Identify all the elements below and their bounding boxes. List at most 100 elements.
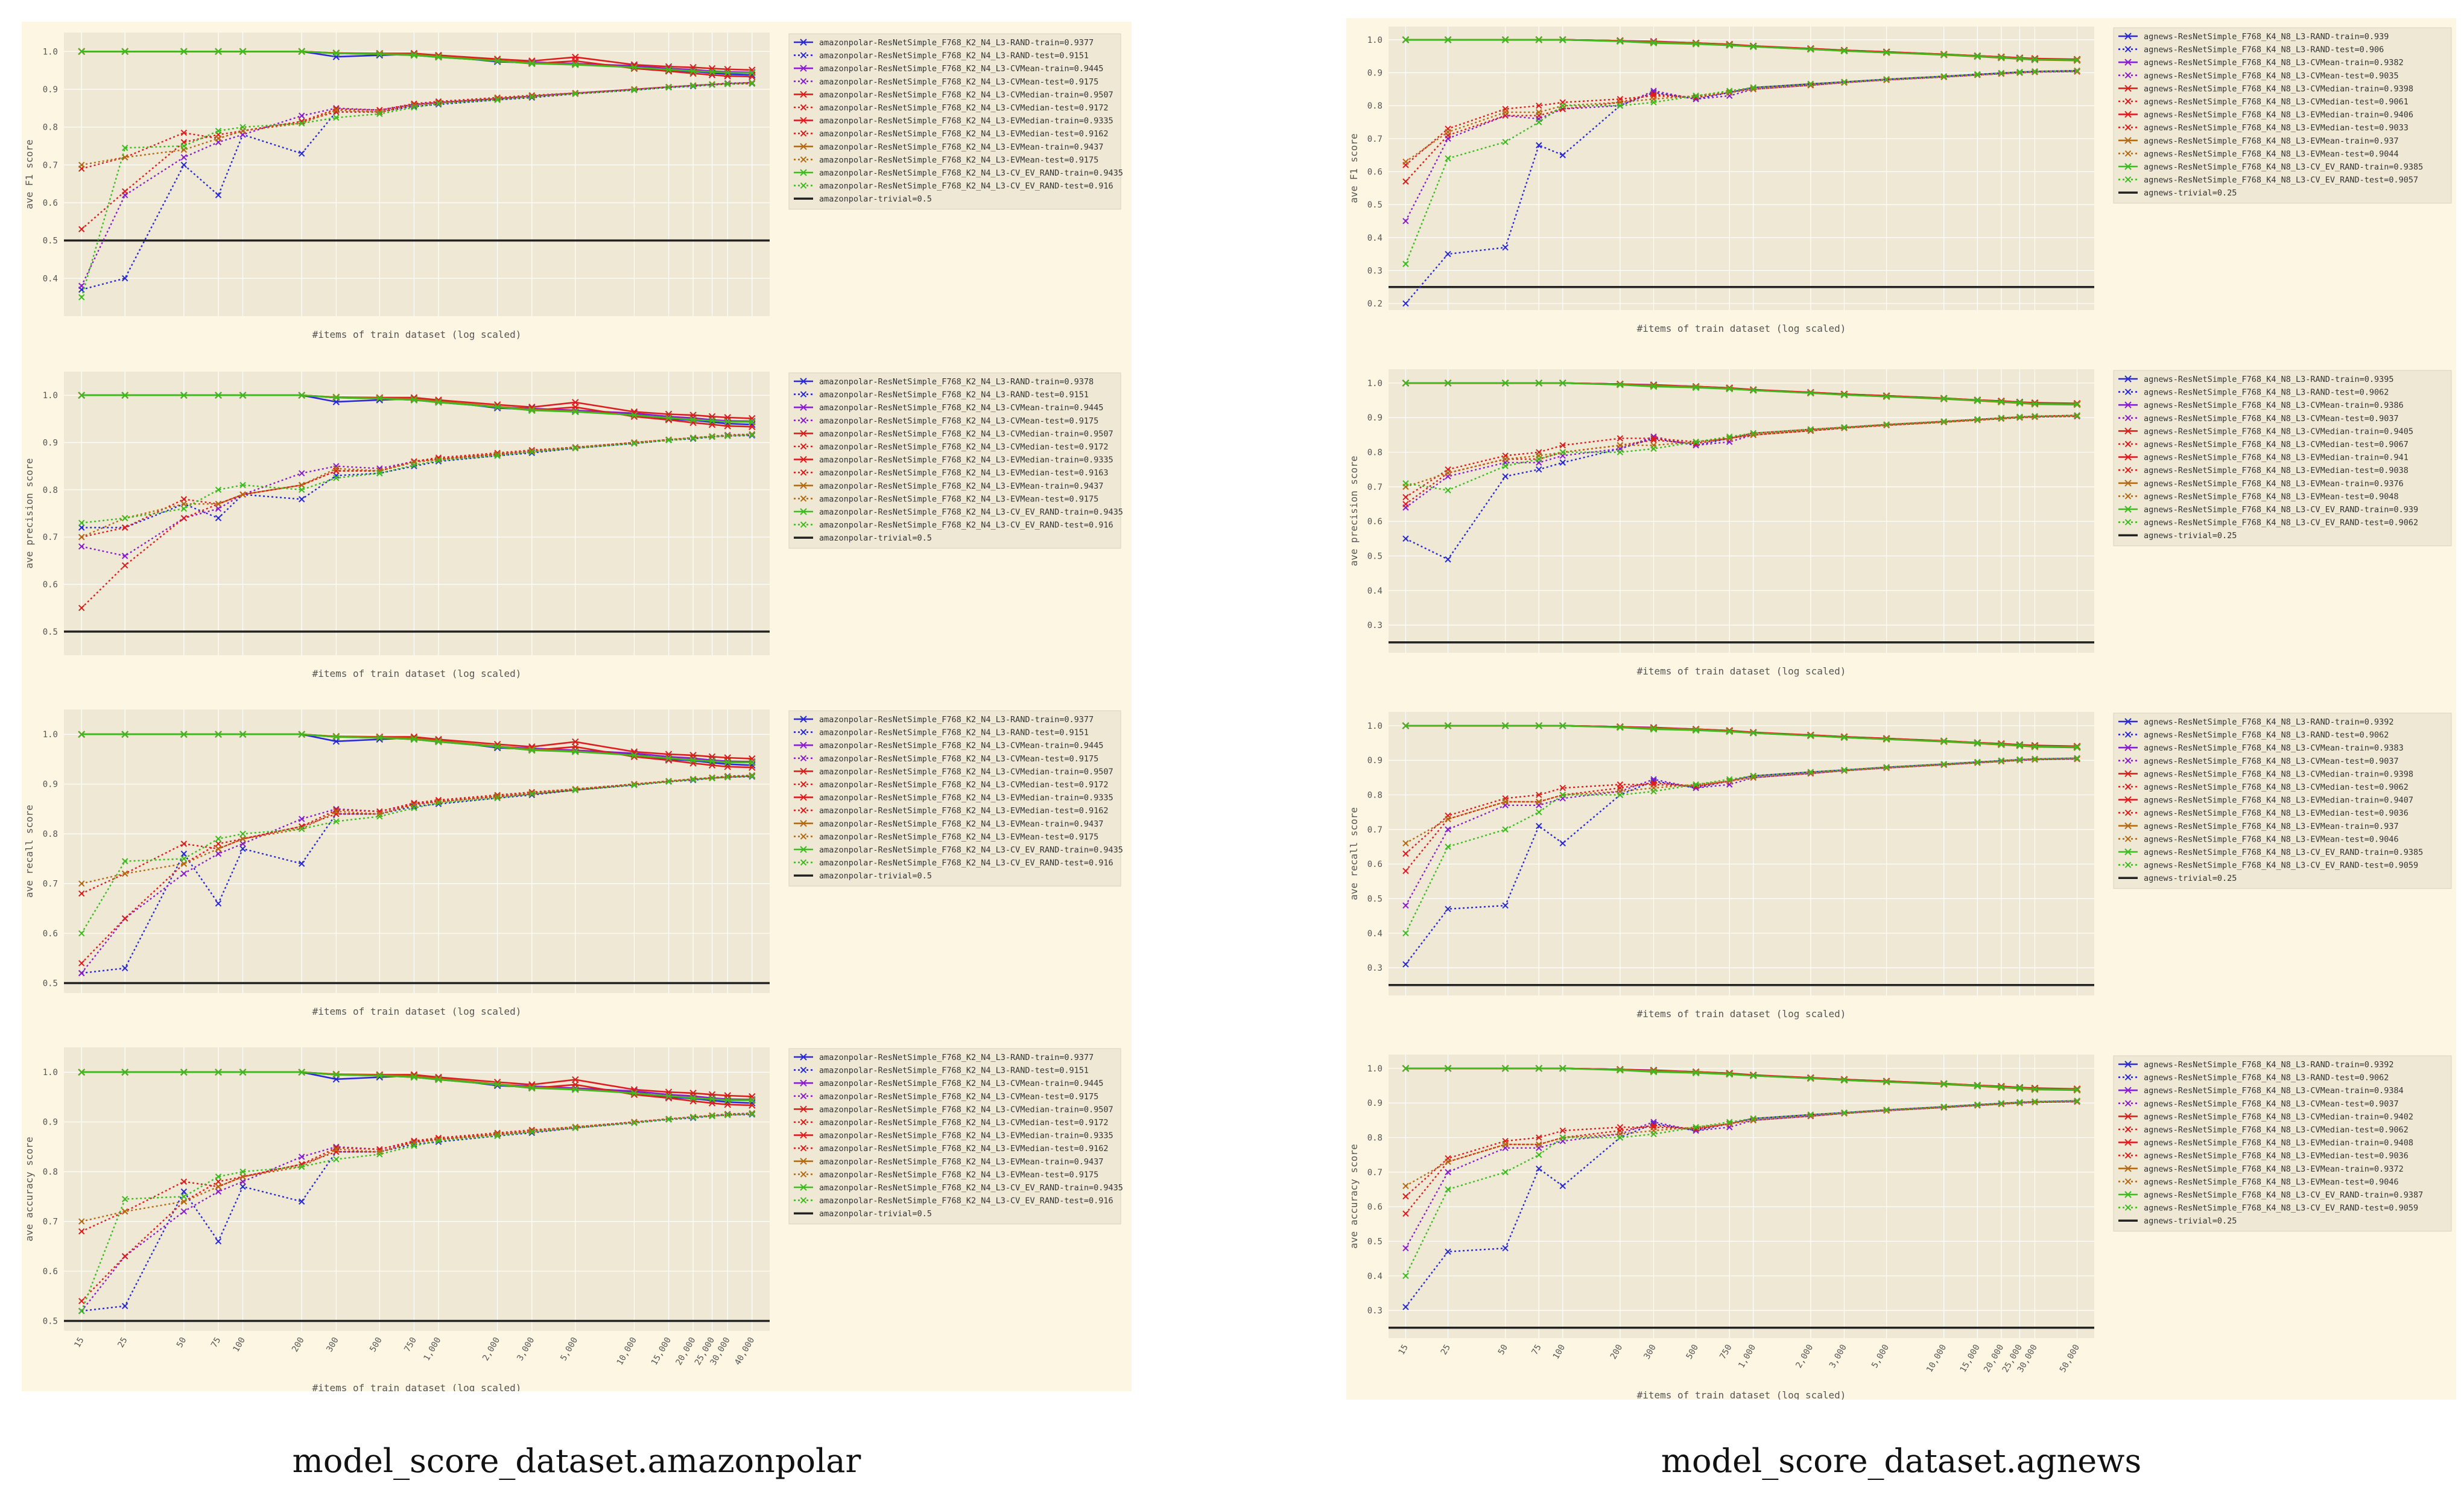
data-point: [298, 481, 305, 489]
data-point: [1807, 46, 1814, 53]
data-point: [333, 463, 340, 469]
data-point: [1883, 735, 1890, 743]
y-tick-label: 0.8: [43, 1167, 58, 1177]
legend-label: amazonpolar-ResNetSimple_F768_K2_N4_L3-C…: [819, 1092, 1098, 1102]
data-point: [630, 752, 638, 759]
data-point: [1445, 1186, 1451, 1193]
data-point: [1750, 43, 1757, 51]
data-point: [1998, 54, 2005, 62]
legend-label: agnews-ResNetSimple_F768_K4_N8_L3-CV_EV_…: [2144, 861, 2418, 871]
plot-area: [64, 33, 770, 316]
y-axis-label: ave precision score: [1348, 455, 1360, 566]
legend-marker: [800, 443, 807, 450]
legend-marker: [2124, 98, 2132, 105]
legend-label-trivial: agnews-trivial=0.25: [2144, 531, 2237, 541]
data-point: [180, 1068, 188, 1076]
data-point: [1559, 1182, 1566, 1190]
legend-label: agnews-ResNetSimple_F768_K4_N8_L3-EVMean…: [2144, 1164, 2404, 1174]
chart-svg-amazonpolar: 0.4 0.5 0.6 0.7 0.8 0.9 1.0 ave F1 score #items …: [24, 33, 1123, 1391]
data-point: [1536, 822, 1542, 830]
figure-agnews: 0.2 0.3 0.4 0.5 0.6 0.7 0.8 0.9 1.0 ave F1 score #…: [1346, 18, 2456, 1400]
legend-label: agnews-ResNetSimple_F768_K4_N8_L3-EVMean…: [2144, 1177, 2399, 1187]
data-point: [724, 758, 731, 766]
y-tick-label: 0.7: [1367, 135, 1382, 144]
data-point: [333, 808, 340, 815]
legend-marker: [800, 508, 807, 515]
data-point: [180, 142, 188, 150]
legend-marker: [800, 1119, 807, 1126]
data-point: [180, 505, 188, 512]
data-point: [180, 392, 188, 399]
data-point: [180, 162, 188, 168]
data-point: [493, 404, 501, 411]
y-tick-label: 0.4: [1367, 1272, 1382, 1281]
data-point: [1559, 379, 1566, 387]
legend-box: [788, 372, 1121, 549]
data-point: [298, 816, 305, 822]
data-point: [1402, 1065, 1410, 1072]
legend-marker: [800, 455, 807, 463]
legend-label: agnews-ResNetSimple_F768_K4_N8_L3-CV_EV_…: [2144, 176, 2418, 185]
data-point: [1535, 36, 1542, 43]
data-point: [435, 1076, 442, 1084]
data-point: [631, 440, 638, 447]
data-point: [2074, 412, 2080, 419]
subplot-amazonpolar-3: 0.5 0.6 0.7 0.8 0.9 1.0 ave accuracy score 15 25…: [24, 1047, 1123, 1391]
legend-label: amazonpolar-ResNetSimple_F768_K2_N4_L3-E…: [819, 819, 1103, 829]
data-point: [493, 743, 501, 751]
legend-marker: [2124, 1152, 2132, 1159]
data-point: [78, 392, 85, 399]
data-point: [333, 475, 340, 481]
legend-label: agnews-ResNetSimple_F768_K4_N8_L3-RAND-t…: [2144, 32, 2389, 42]
legend-marker: [2124, 389, 2132, 395]
y-tick-label: 0.8: [1367, 1134, 1382, 1143]
data-point: [298, 48, 305, 56]
data-point: [215, 515, 222, 522]
legend-marker: [2124, 72, 2132, 79]
y-tick-label: 0.8: [1367, 101, 1382, 111]
data-point: [1750, 729, 1757, 737]
data-point: [332, 49, 340, 57]
data-point: [1998, 741, 2005, 748]
data-point: [749, 69, 756, 77]
data-point: [1650, 1131, 1657, 1138]
legend-label: amazonpolar-ResNetSimple_F768_K2_N4_L3-E…: [819, 806, 1109, 816]
legend-label: amazonpolar-ResNetSimple_F768_K2_N4_L3-C…: [819, 507, 1123, 517]
data-point: [572, 445, 578, 452]
data-point: [411, 462, 417, 469]
legend-label: agnews-ResNetSimple_F768_K4_N8_L3-CV_EV_…: [2144, 505, 2418, 515]
data-point: [1559, 102, 1566, 109]
legend-marker: [800, 1197, 807, 1204]
data-point: [180, 129, 188, 136]
data-point: [1974, 739, 1981, 747]
data-point: [1650, 39, 1658, 47]
data-point: [239, 836, 246, 842]
data-point: [1807, 426, 1814, 433]
legend-marker: [800, 404, 807, 411]
data-point: [749, 80, 756, 87]
data-point: [493, 57, 501, 65]
data-point: [121, 275, 128, 282]
x-tick-label: 1,000: [422, 1336, 443, 1363]
data-point: [1617, 792, 1624, 798]
data-point: [78, 731, 85, 738]
legend-marker: [800, 1105, 807, 1113]
y-tick-label: 0.7: [43, 880, 58, 889]
data-point: [2074, 68, 2080, 74]
data-point: [1650, 38, 1658, 46]
y-tick-label: 0.9: [43, 85, 58, 95]
x-tick-label: 40,000: [733, 1336, 756, 1367]
legend-marker: [2124, 770, 2132, 778]
legend-label: agnews-ResNetSimple_F768_K4_N8_L3-CVMedi…: [2144, 427, 2413, 436]
data-point: [2031, 400, 2039, 408]
data-point: [1536, 142, 1542, 148]
data-point: [298, 825, 305, 833]
legend-marker: [2124, 59, 2132, 66]
data-point: [2032, 755, 2038, 763]
data-point: [376, 51, 384, 58]
data-point: [1445, 826, 1451, 833]
data-point: [435, 737, 442, 744]
data-point: [1445, 1248, 1451, 1255]
data-point: [749, 759, 756, 766]
y-tick-label: 0.6: [1367, 1202, 1382, 1212]
